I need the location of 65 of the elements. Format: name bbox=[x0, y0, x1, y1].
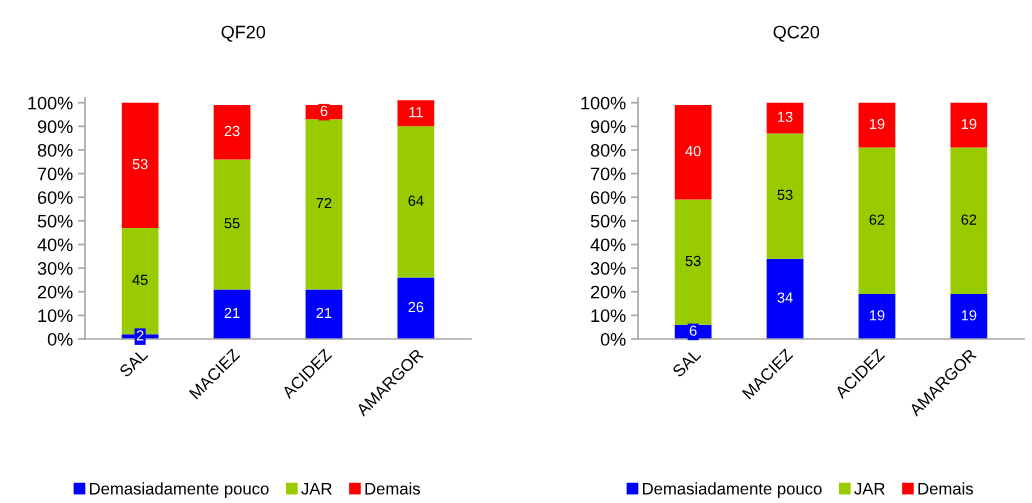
chart-title: QF20 bbox=[221, 25, 266, 42]
data-label: 21 bbox=[224, 307, 240, 318]
y-tick-label: 10% bbox=[38, 309, 73, 323]
bar bbox=[674, 105, 712, 200]
data-label: 19 bbox=[961, 118, 977, 130]
data-label: 53 bbox=[685, 255, 701, 267]
bar bbox=[766, 133, 804, 259]
data-label: 53 bbox=[777, 189, 793, 200]
y-tick-label: 100% bbox=[581, 96, 626, 110]
y-tick-label: 40% bbox=[590, 238, 626, 252]
legend-label: Demais bbox=[365, 482, 420, 495]
y-tick-label: 60% bbox=[590, 191, 626, 204]
data-label: 11 bbox=[409, 107, 423, 118]
data-label: 55 bbox=[224, 218, 240, 229]
data-label: 40 bbox=[685, 145, 701, 157]
x-tick-label: SAL bbox=[118, 348, 149, 378]
legend-label: Demasiadamente pouco bbox=[90, 482, 269, 498]
y-tick-label: 20% bbox=[37, 285, 73, 299]
y-tick-label: 10% bbox=[591, 309, 626, 323]
data-label: 64 bbox=[408, 195, 424, 206]
data-label: 45 bbox=[132, 274, 148, 286]
y-tick-label: 40% bbox=[37, 238, 73, 252]
bar bbox=[213, 159, 251, 290]
data-label: 62 bbox=[869, 214, 885, 225]
data-label: 23 bbox=[224, 125, 240, 137]
chart-title: QC20 bbox=[773, 25, 820, 42]
bar bbox=[305, 119, 343, 290]
data-label: 21 bbox=[316, 307, 332, 318]
y-tick-label: 80% bbox=[37, 143, 73, 157]
y-tick-label: 50% bbox=[590, 214, 626, 228]
y-tick-label: 80% bbox=[590, 143, 626, 157]
bar bbox=[397, 126, 435, 278]
bar bbox=[950, 147, 988, 295]
data-label: 53 bbox=[132, 158, 148, 170]
data-label: 19 bbox=[961, 310, 977, 321]
data-label: 62 bbox=[961, 214, 977, 225]
data-label: 26 bbox=[408, 301, 424, 313]
data-label: 6 bbox=[689, 325, 697, 336]
data-label: 6 bbox=[320, 105, 328, 117]
data-label: 2 bbox=[136, 330, 144, 341]
data-label: 34 bbox=[777, 292, 793, 303]
y-tick-label: 30% bbox=[590, 262, 626, 275]
x-tick-label: SAL bbox=[671, 348, 702, 378]
y-tick-label: 50% bbox=[37, 214, 73, 228]
y-tick-label: 70% bbox=[37, 167, 73, 181]
data-label: 19 bbox=[869, 310, 885, 321]
bar bbox=[858, 147, 896, 295]
y-tick-label: 30% bbox=[37, 262, 73, 275]
bar bbox=[121, 102, 159, 228]
legend-label: Demais bbox=[918, 482, 973, 495]
y-tick-label: 90% bbox=[590, 120, 626, 134]
y-tick-label: 100% bbox=[28, 96, 73, 110]
y-tick-label: 60% bbox=[37, 191, 73, 204]
bar bbox=[674, 199, 712, 325]
y-tick-label: 90% bbox=[37, 120, 73, 134]
legend-label: JAR bbox=[854, 482, 885, 495]
legend-label: Demasiadamente pouco bbox=[643, 482, 822, 498]
y-tick-label: 0% bbox=[600, 332, 626, 346]
y-tick-label: 20% bbox=[590, 285, 626, 299]
y-tick-label: 0% bbox=[47, 332, 73, 346]
data-label: 19 bbox=[869, 118, 885, 130]
legend-label: JAR bbox=[301, 482, 332, 495]
data-label: 72 bbox=[316, 197, 332, 209]
y-tick-label: 70% bbox=[590, 167, 626, 181]
data-label: 13 bbox=[778, 111, 793, 122]
